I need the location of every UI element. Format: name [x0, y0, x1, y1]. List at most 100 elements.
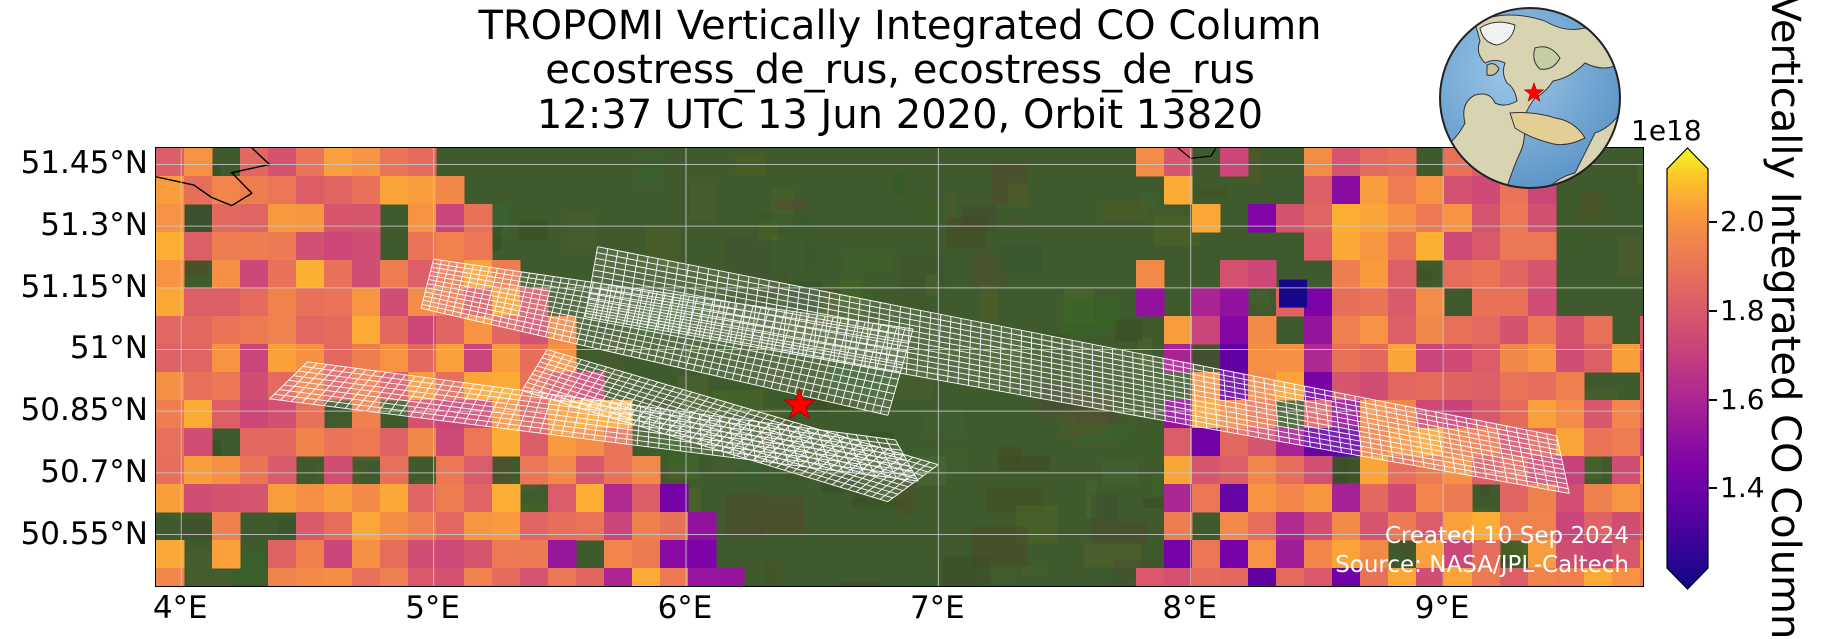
co-pixel — [1528, 204, 1557, 233]
co-pixel — [576, 456, 605, 485]
co-pixel — [520, 540, 549, 569]
co-pixel — [380, 428, 409, 457]
co-pixel — [436, 540, 465, 569]
co-pixel — [184, 428, 213, 457]
co-pixel — [240, 344, 269, 373]
co-pixel — [1500, 260, 1529, 289]
co-pixel — [576, 568, 605, 587]
co-pixel — [576, 512, 605, 541]
map-panel[interactable]: Created 10 Sep 2024 Source: NASA/JPL-Cal… — [155, 147, 1644, 587]
co-pixel — [1584, 428, 1613, 457]
co-pixel — [1444, 484, 1473, 513]
co-pixel — [1192, 456, 1221, 485]
co-pixel — [1640, 512, 1644, 541]
co-pixel — [1388, 148, 1417, 177]
co-pixel — [464, 232, 493, 261]
co-pixel — [1360, 484, 1389, 513]
co-pixel — [1472, 372, 1501, 401]
co-pixel — [436, 232, 465, 261]
co-pixel — [1304, 232, 1333, 261]
co-pixel — [1332, 344, 1361, 373]
lat-tick-label: 51°N — [0, 330, 148, 366]
co-pixel — [212, 512, 241, 541]
co-pixel — [492, 484, 521, 513]
co-pixel — [268, 316, 297, 345]
co-pixel — [1528, 232, 1557, 261]
co-pixel — [268, 148, 297, 177]
co-pixel — [324, 288, 353, 317]
co-pixel — [1304, 456, 1333, 485]
co-pixel — [1472, 204, 1501, 233]
co-pixel — [268, 260, 297, 289]
co-pixel — [156, 204, 185, 233]
co-pixel — [212, 344, 241, 373]
co-pixel — [156, 260, 185, 289]
co-pixel — [352, 540, 381, 569]
co-pixel — [324, 540, 353, 569]
co-pixel — [1388, 176, 1417, 205]
co-pixel — [296, 148, 325, 177]
co-pixel — [464, 344, 493, 373]
co-pixel — [240, 372, 269, 401]
co-pixel — [1556, 400, 1585, 429]
co-pixel — [1556, 372, 1585, 401]
co-pixel — [324, 176, 353, 205]
co-pixel — [1360, 316, 1389, 345]
co-pixel — [548, 568, 577, 587]
co-pixel — [268, 568, 297, 587]
co-pixel — [1332, 288, 1361, 317]
co-pixel — [1248, 204, 1277, 233]
co-pixel — [604, 484, 633, 513]
co-pixel — [352, 204, 381, 233]
co-pixel — [1136, 148, 1165, 177]
co-pixel — [1528, 316, 1557, 345]
co-pixel — [1444, 316, 1473, 345]
co-pixel — [352, 232, 381, 261]
co-pixel — [1164, 512, 1193, 541]
co-pixel — [408, 148, 437, 177]
co-pixel — [268, 484, 297, 513]
co-pixel — [436, 428, 465, 457]
co-pixel — [660, 512, 689, 541]
co-pixel — [548, 484, 577, 513]
co-pixel — [1500, 204, 1529, 233]
co-pixel — [1332, 204, 1361, 233]
co-pixel — [464, 428, 493, 457]
co-pixel — [212, 456, 241, 485]
co-pixel — [520, 568, 549, 587]
co-pixel — [1360, 288, 1389, 317]
co-pixel — [1388, 204, 1417, 233]
co-pixel — [1612, 344, 1641, 373]
co-pixel — [1304, 344, 1333, 373]
credits-block: Created 10 Sep 2024 Source: NASA/JPL-Cal… — [1335, 522, 1629, 580]
co-pixel — [1248, 484, 1277, 513]
co-pixel — [1360, 176, 1389, 205]
co-pixel — [1556, 316, 1585, 345]
co-pixel — [240, 400, 269, 429]
co-pixel — [1332, 484, 1361, 513]
co-pixel — [576, 484, 605, 513]
co-pixel — [184, 148, 213, 177]
lat-tick-label: 50.85°N — [0, 392, 148, 428]
co-pixel — [1416, 484, 1445, 513]
co-pixel — [380, 316, 409, 345]
co-pixel — [464, 204, 493, 233]
co-pixel — [240, 204, 269, 233]
co-pixel — [1220, 484, 1249, 513]
co-pixel — [1248, 568, 1277, 587]
co-pixel — [380, 288, 409, 317]
co-pixel — [548, 540, 577, 569]
lat-tick-label: 51.45°N — [0, 145, 148, 181]
co-pixel — [548, 456, 577, 485]
co-pixel — [436, 568, 465, 587]
co-pixel — [688, 568, 717, 587]
co-pixel — [1192, 288, 1221, 317]
co-pixel — [1276, 344, 1305, 373]
co-pixel — [1164, 176, 1193, 205]
co-pixel — [156, 540, 185, 569]
co-pixel — [548, 512, 577, 541]
co-pixel — [1640, 456, 1644, 485]
co-pixel — [240, 260, 269, 289]
co-pixel — [1388, 316, 1417, 345]
co-pixel — [492, 344, 521, 373]
